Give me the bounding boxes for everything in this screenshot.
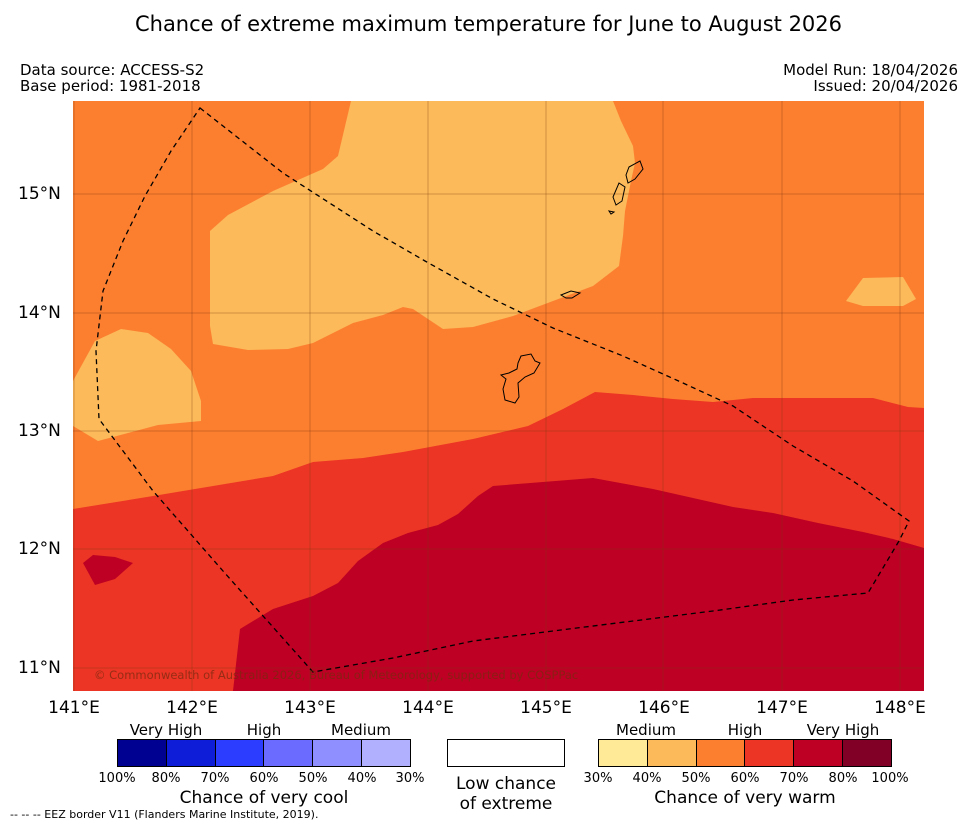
meta-right: Model Run: 18/04/2026 Issued: 20/04/2026 xyxy=(783,62,958,94)
cool-swatch-50-40 xyxy=(313,740,363,766)
cool-swatch-80-70 xyxy=(166,740,216,766)
island-guam xyxy=(499,353,541,404)
island-rota xyxy=(559,290,582,299)
warm-swatch-40-50 xyxy=(647,740,697,766)
y-tick-12N: 12°N xyxy=(18,539,61,559)
cool-colorbar xyxy=(117,739,411,767)
cool-tick-100: 100% xyxy=(98,771,136,786)
cool-cat-medium: Medium xyxy=(331,721,391,739)
cool-cat-very-high: Very High xyxy=(129,721,203,739)
neutral-label-line1: Low chance xyxy=(456,774,556,794)
meta-left: Data source: ACCESS-S2 Base period: 1981… xyxy=(20,62,204,94)
x-tick-146E: 146°E xyxy=(638,698,690,718)
island-aguijan xyxy=(607,210,616,215)
warm-tick-70: 70% xyxy=(779,771,809,786)
warm-cat-very-high: Very High xyxy=(806,721,880,739)
warm-swatch-50-60 xyxy=(696,740,746,766)
warm-tick-80: 80% xyxy=(828,771,858,786)
warm-tick-40: 40% xyxy=(632,771,662,786)
cool-legend-title: Chance of very cool xyxy=(179,788,349,808)
y-tick-11N: 11°N xyxy=(18,658,61,678)
model-run-label: Model Run: 18/04/2026 xyxy=(783,61,958,79)
map-copyright: © Commonwealth of Australia 2026, Bureau… xyxy=(94,668,579,682)
x-tick-147E: 147°E xyxy=(756,698,808,718)
neutral-label: Low chance of extreme xyxy=(456,774,556,814)
zone-40-50-north xyxy=(210,101,635,350)
island-saipan xyxy=(625,160,644,184)
warm-tick-50: 50% xyxy=(681,771,711,786)
cool-tick-50: 50% xyxy=(298,771,328,786)
zone-70-80 xyxy=(233,478,924,691)
eez-footnote: -- -- -- EEZ border V11 (Flanders Marine… xyxy=(10,808,319,821)
cool-tick-30: 30% xyxy=(395,771,425,786)
warm-tick-100: 100% xyxy=(871,771,909,786)
neutral-swatch xyxy=(447,739,565,767)
warm-swatch-70-80 xyxy=(794,740,844,766)
cool-cat-high: High xyxy=(246,721,282,739)
x-tick-141E: 141°E xyxy=(48,698,100,718)
cool-swatch-70-60 xyxy=(215,740,265,766)
islands xyxy=(499,160,644,404)
base-period-label: Base period: 1981-2018 xyxy=(20,77,201,95)
warm-cat-medium: Medium xyxy=(616,721,676,739)
warm-colorbar xyxy=(598,739,892,767)
cool-tick-70: 70% xyxy=(200,771,230,786)
x-tick-142E: 142°E xyxy=(166,698,218,718)
warm-swatch-60-70 xyxy=(745,740,795,766)
x-tick-145E: 145°E xyxy=(520,698,572,718)
warm-tick-30: 30% xyxy=(583,771,613,786)
y-tick-13N: 13°N xyxy=(18,421,61,441)
map-title: Chance of extreme maximum temperature fo… xyxy=(134,12,843,36)
warm-swatch-80-100 xyxy=(843,740,891,766)
issued-label: Issued: 20/04/2026 xyxy=(813,77,958,95)
forecast-map[interactable] xyxy=(73,101,924,691)
zone-40-50-west xyxy=(73,329,201,441)
graticule xyxy=(73,101,924,691)
x-tick-143E: 143°E xyxy=(284,698,336,718)
data-source-label: Data source: ACCESS-S2 xyxy=(20,61,205,79)
x-tick-144E: 144°E xyxy=(402,698,454,718)
cool-tick-60: 60% xyxy=(249,771,279,786)
cool-swatch-40-30 xyxy=(362,740,410,766)
x-tick-148E: 148°E xyxy=(874,698,926,718)
island-tinian xyxy=(612,182,626,206)
cool-tick-80: 80% xyxy=(151,771,181,786)
eez-border xyxy=(95,107,910,673)
zone-70-80-west xyxy=(83,555,133,585)
y-tick-14N: 14°N xyxy=(18,303,61,323)
y-tick-15N: 15°N xyxy=(18,184,61,204)
warm-tick-60: 60% xyxy=(730,771,760,786)
warm-cat-high: High xyxy=(727,721,763,739)
map-canvas xyxy=(73,101,924,691)
warm-legend-title: Chance of very warm xyxy=(654,788,836,808)
cool-tick-40: 40% xyxy=(347,771,377,786)
cool-swatch-60-50 xyxy=(264,740,314,766)
zone-40-50-east xyxy=(846,277,916,306)
warm-swatch-30-40 xyxy=(599,740,648,766)
neutral-label-line2: of extreme xyxy=(459,794,553,814)
cool-swatch-100-80 xyxy=(118,740,167,766)
